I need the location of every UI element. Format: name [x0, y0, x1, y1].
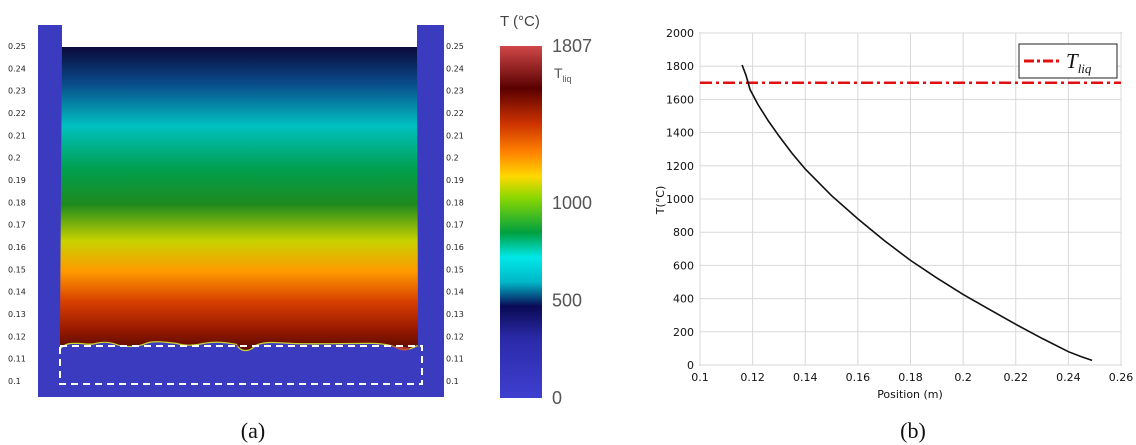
y-tick-label-right: 0.23	[446, 87, 464, 96]
y-tick-label: 2000	[666, 27, 694, 40]
colorbar-tick-label: 1807	[552, 36, 592, 56]
x-tick-label: 0.16	[846, 371, 871, 384]
y-tick-label-left: 0.12	[8, 332, 26, 341]
colorbar-tick-label: 0	[552, 388, 562, 408]
panel-a-label: (a)	[241, 418, 265, 443]
legend-subscript: liq	[1078, 61, 1092, 76]
y-tick-label-left: 0.25	[8, 42, 26, 51]
liquidus-subscript: liq	[563, 74, 572, 84]
y-tick-label-right: 0.22	[446, 109, 464, 118]
y-tick-label-right: 0.12	[446, 332, 464, 341]
y-axis-label: T(°C)	[654, 186, 667, 215]
x-tick-label: 0.1	[691, 371, 709, 384]
y-tick-label-left: 0.17	[8, 221, 26, 230]
y-tick-label-right: 0.2	[446, 154, 459, 163]
x-axis-ticks: 0.1 0.12 0.14 0.16 0.18 0.2 0.22 0.24 0.26	[691, 371, 1133, 384]
right-axis-ticks: 0.25 0.24 0.23 0.22 0.21 0.2 0.19 0.18 0.17 0.16 0…	[446, 42, 464, 386]
colorbar-tick-label: 500	[552, 291, 582, 311]
y-tick-label: 1600	[666, 93, 694, 106]
crucible-opening	[62, 25, 417, 47]
y-tick-label: 1200	[666, 160, 694, 173]
y-tick-label-right: 0.19	[446, 176, 464, 185]
x-tick-label: 0.18	[898, 371, 923, 384]
y-tick-label: 800	[673, 226, 694, 239]
y-tick-label-left: 0.14	[8, 288, 26, 297]
y-tick-label-left: 0.21	[8, 131, 26, 140]
temperature-curve	[741, 64, 1093, 362]
x-axis-label: Position (m)	[877, 388, 943, 401]
y-tick-label-right: 0.11	[446, 355, 464, 364]
y-tick-label: 600	[673, 259, 694, 272]
y-tick-label-left: 0.22	[8, 109, 26, 118]
y-tick-label-right: 0.17	[446, 221, 464, 230]
y-tick-label-left: 0.1	[8, 377, 21, 386]
legend-label: Tliq	[1066, 49, 1092, 76]
colorbar	[500, 46, 542, 398]
x-tick-label: 0.24	[1056, 371, 1081, 384]
y-tick-label-right: 0.15	[446, 265, 464, 274]
temperature-field	[60, 47, 418, 350]
y-tick-label-right: 0.14	[446, 288, 464, 297]
y-tick-label-right: 0.21	[446, 131, 464, 140]
y-tick-label-left: 0.2	[8, 154, 21, 163]
y-tick-label-right: 0.24	[446, 64, 464, 73]
y-tick-label-left: 0.13	[8, 310, 26, 319]
y-tick-label: 1400	[666, 127, 694, 140]
y-tick-label: 0	[687, 359, 694, 372]
y-tick-label: 1800	[666, 60, 694, 73]
solid-region	[60, 342, 418, 385]
y-tick-label-left: 0.16	[8, 243, 26, 252]
y-tick-label-left: 0.24	[8, 64, 26, 73]
x-tick-label: 0.14	[793, 371, 818, 384]
y-tick-label-right: 0.1	[446, 377, 459, 386]
y-tick-label-right: 0.16	[446, 243, 464, 252]
liquidus-label: T	[554, 65, 563, 81]
x-tick-label: 0.2	[954, 371, 972, 384]
left-axis-ticks: 0.25 0.24 0.23 0.22 0.21 0.2 0.19 0.18 0.17 0.16 0…	[8, 42, 26, 386]
panel-b-label: (b)	[900, 418, 926, 443]
initial-charge-outline	[59, 345, 423, 385]
y-tick-label-left: 0.19	[8, 176, 26, 185]
x-tick-label: 0.12	[740, 371, 765, 384]
x-tick-label: 0.26	[1109, 371, 1134, 384]
y-tick-label-right: 0.13	[446, 310, 464, 319]
legend-box	[1018, 43, 1118, 79]
legend: Tliq	[1018, 43, 1118, 79]
y-tick-label-right: 0.18	[446, 198, 464, 207]
y-tick-label-right: 0.25	[446, 42, 464, 51]
grid	[699, 32, 1122, 366]
colorbar-tick-label: 1000	[552, 193, 592, 213]
colorbar-title: T (°C)	[500, 13, 540, 30]
panel-a: 0.25 0.24 0.23 0.22 0.21 0.2 0.19 0.18 0.17 0.16 0…	[8, 13, 592, 443]
y-axis-ticks: 0 200 400 600 800 1000 1200 1400 1600 1800 2000	[666, 27, 694, 372]
x-tick-label: 0.22	[1004, 371, 1029, 384]
panel-b: 0.1 0.12 0.14 0.16 0.18 0.2 0.22 0.24 0.26 0 200 4…	[654, 27, 1133, 443]
legend-name: T	[1066, 49, 1079, 73]
y-tick-label: 1000	[666, 193, 694, 206]
y-tick-label-left: 0.15	[8, 265, 26, 274]
y-tick-label: 200	[673, 326, 694, 339]
y-tick-label-left: 0.11	[8, 355, 26, 364]
y-tick-label-left: 0.18	[8, 198, 26, 207]
liquidus-marker: Tliq	[554, 65, 572, 84]
colorbar-ticks: 1807 1000 500 0	[552, 36, 592, 408]
y-tick-label: 400	[673, 293, 694, 306]
y-tick-label-left: 0.23	[8, 87, 26, 96]
